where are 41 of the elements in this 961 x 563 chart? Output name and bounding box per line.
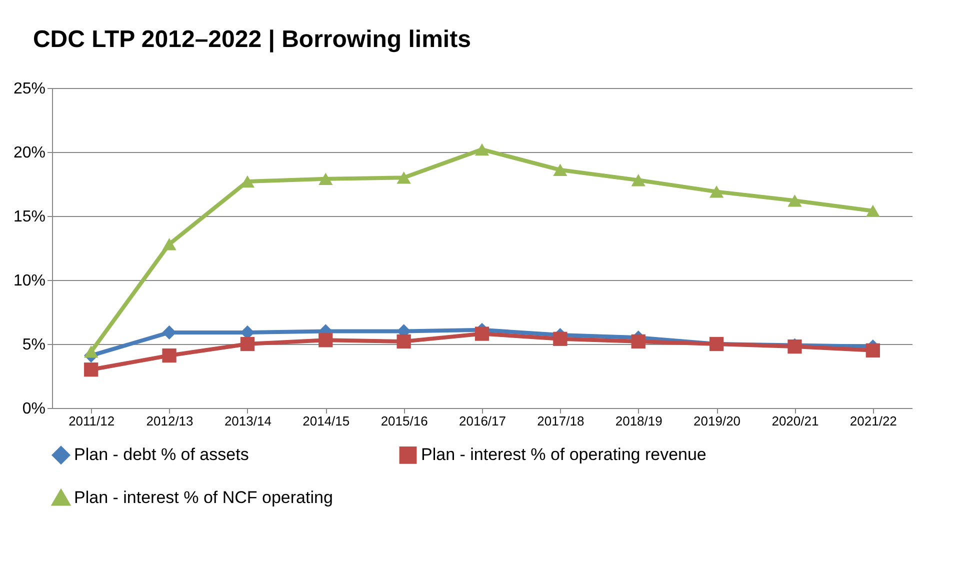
point [84, 346, 98, 358]
y-tick-label: 0% [22, 400, 46, 418]
point [162, 325, 176, 340]
y-tick-label: 10% [13, 272, 46, 290]
point [396, 171, 411, 184]
point [631, 334, 646, 349]
point [709, 186, 724, 198]
x-tick-label: 2016/17 [459, 414, 506, 428]
x-tick-label: 2020/21 [772, 414, 819, 428]
x-tick-label: 2013/14 [224, 414, 272, 428]
point [553, 332, 568, 346]
chart-title: CDC LTP 2012–2022 | Borrowing limits [32, 26, 471, 53]
x-tick-label: 2015/16 [380, 414, 428, 428]
x-tick-label: 2012/13 [146, 414, 194, 428]
y-tick-label: 25% [13, 80, 46, 98]
y-tick-label: 20% [13, 144, 46, 162]
point [396, 334, 411, 349]
point [474, 326, 490, 341]
y-tick-label: 5% [22, 336, 46, 354]
x-tick-label: 2021/22 [850, 414, 897, 428]
point [866, 343, 880, 358]
x-tick-label: 2014/15 [302, 414, 350, 428]
legend-label: Plan - interest % of NCF operating [74, 488, 333, 507]
point [162, 348, 176, 363]
point [788, 194, 802, 207]
point [631, 174, 646, 186]
point [318, 333, 333, 348]
point [240, 336, 255, 352]
point [553, 164, 568, 176]
x-tick-label: 2017/18 [537, 414, 584, 428]
point [474, 143, 490, 156]
legend-label: Plan - interest % of operating revenue [421, 445, 706, 464]
x-tick-label: 2019/20 [694, 414, 741, 428]
legend-label: Plan - debt % of assets [74, 445, 249, 464]
point [84, 362, 98, 377]
point [318, 172, 333, 186]
point [162, 238, 176, 250]
point [866, 204, 880, 218]
x-tick-label: 2011/12 [68, 414, 115, 428]
x-tick-label: 2018/19 [615, 414, 662, 428]
y-tick-label: 15% [13, 208, 46, 226]
